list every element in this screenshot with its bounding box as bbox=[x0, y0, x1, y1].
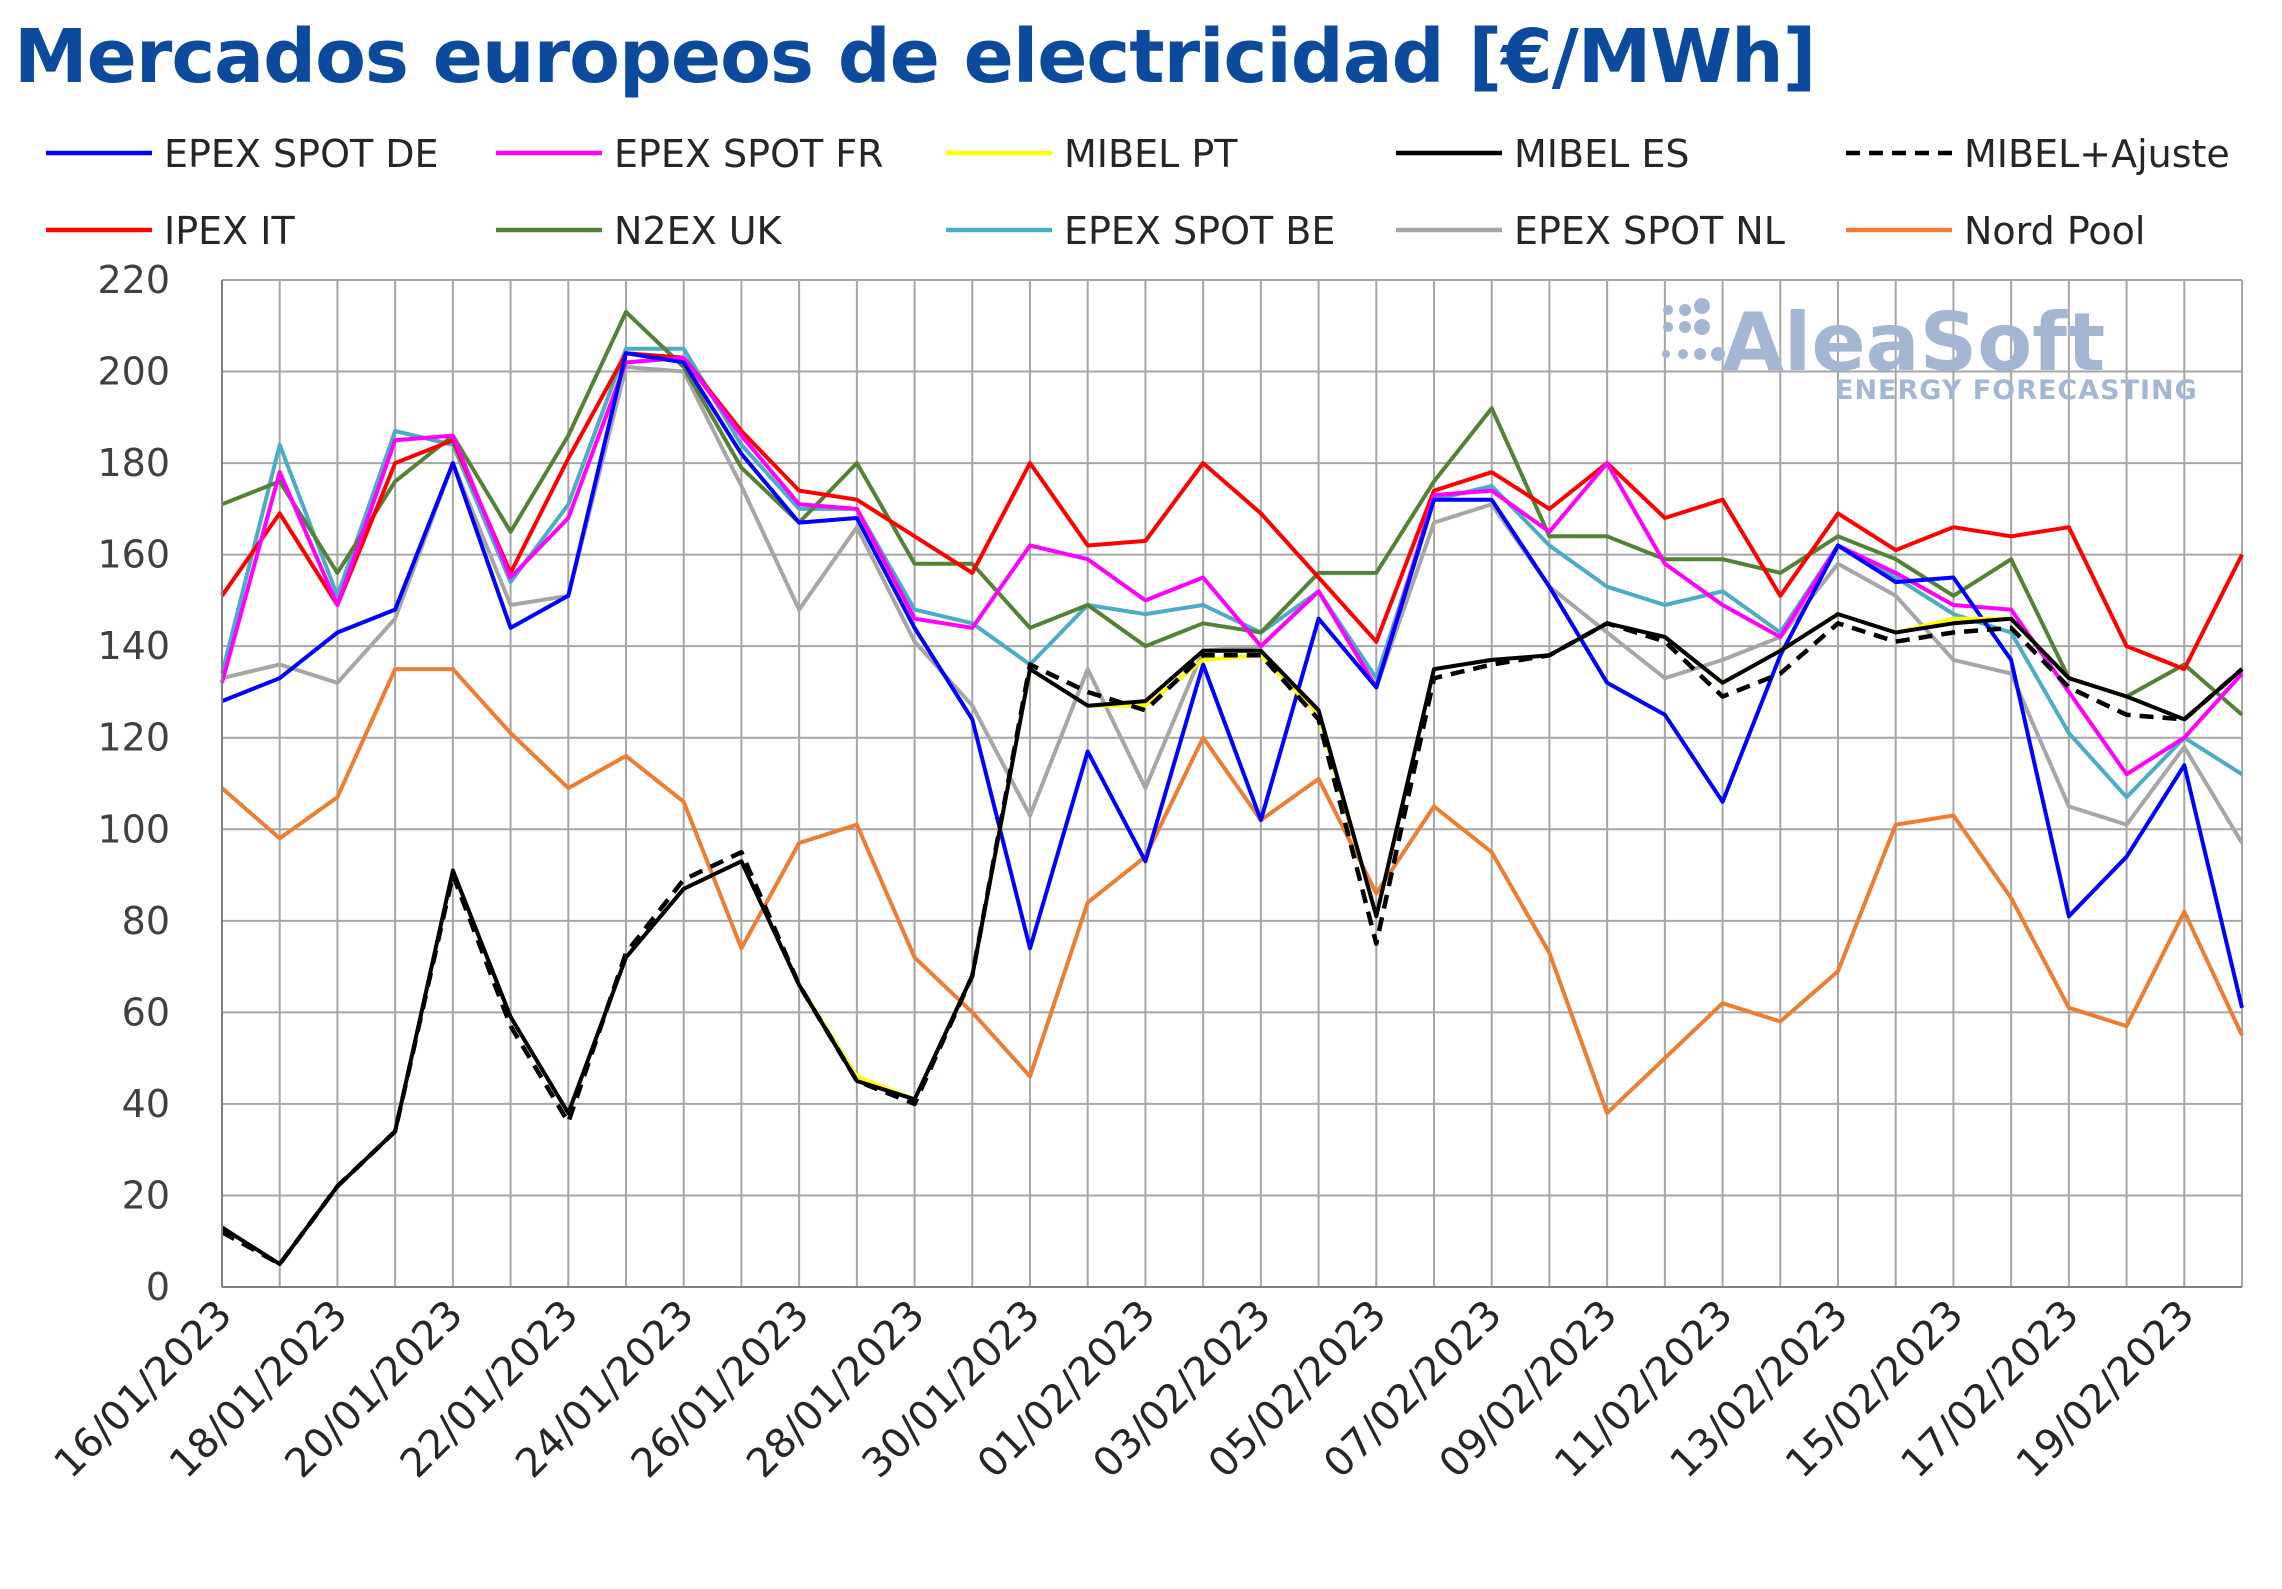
series-line-mibel-ajuste bbox=[220, 621, 2244, 1267]
legend-label-mibel-ajuste: MIBEL+Ajuste bbox=[1964, 132, 2230, 176]
grid-lines bbox=[221, 279, 2243, 1288]
series-line-n2ex-uk bbox=[221, 310, 2244, 717]
chart-title: Mercados europeos de electricidad [€/MWh… bbox=[14, 14, 1816, 100]
y-tick-label: 100 bbox=[97, 807, 170, 851]
series-line-nord-pool bbox=[220, 667, 2244, 1116]
y-tick-label: 20 bbox=[122, 1173, 170, 1217]
watermark-tagline: ENERGY FORECASTING bbox=[1835, 375, 2198, 406]
series-line-mibel-pt bbox=[220, 612, 2244, 1267]
series-lines bbox=[220, 310, 2244, 1267]
legend-label-mibel-es: MIBEL ES bbox=[1514, 132, 1689, 176]
legend-label-epex-spot-nl: EPEX SPOT NL bbox=[1514, 209, 1785, 253]
y-tick-label: 180 bbox=[97, 441, 170, 485]
legend-label-nord-pool: Nord Pool bbox=[1964, 209, 2145, 253]
y-tick-label: 60 bbox=[122, 990, 170, 1034]
legend: EPEX SPOT DE EPEX SPOT FR MIBEL PT MIBEL ES… bbox=[46, 132, 2230, 253]
aleasoft-watermark: AleaSoft ENERGY FORECASTING bbox=[1662, 296, 2198, 406]
series-line-epex-spot-de bbox=[221, 351, 2244, 1009]
series-line-mibel-es bbox=[220, 612, 2244, 1267]
y-axis-ticks: 0 20 40 60 80 100 120 140 160 180 200 220 bbox=[97, 258, 170, 1309]
y-tick-label: 120 bbox=[97, 716, 170, 760]
aleasoft-logo-icon bbox=[1662, 298, 1725, 361]
legend-label-epex-spot-de: EPEX SPOT DE bbox=[164, 132, 439, 176]
series-line-ipex-it bbox=[220, 351, 2244, 672]
axes bbox=[221, 280, 2242, 1288]
series-line-epex-spot-be bbox=[220, 346, 2244, 800]
y-tick-label: 80 bbox=[122, 899, 170, 943]
y-tick-label: 200 bbox=[97, 350, 170, 394]
x-axis-ticks: 16/01/202318/01/202320/01/202322/01/2023… bbox=[46, 1292, 2204, 1488]
watermark-brand: AleaSoft bbox=[1722, 296, 2105, 389]
legend-label-n2ex-uk: N2EX UK bbox=[614, 209, 783, 253]
series-line-epex-spot-fr bbox=[220, 355, 2244, 777]
legend-label-mibel-pt: MIBEL PT bbox=[1064, 132, 1238, 176]
legend-label-epex-spot-fr: EPEX SPOT FR bbox=[614, 132, 884, 176]
y-tick-label: 140 bbox=[97, 624, 170, 668]
series-line-epex-spot-nl bbox=[221, 365, 2244, 845]
y-tick-label: 160 bbox=[97, 533, 170, 577]
y-tick-label: 0 bbox=[146, 1265, 170, 1309]
legend-label-epex-spot-be: EPEX SPOT BE bbox=[1064, 209, 1335, 253]
y-tick-label: 220 bbox=[97, 258, 170, 302]
y-tick-label: 40 bbox=[122, 1082, 170, 1126]
legend-label-ipex-it: IPEX IT bbox=[164, 209, 295, 253]
